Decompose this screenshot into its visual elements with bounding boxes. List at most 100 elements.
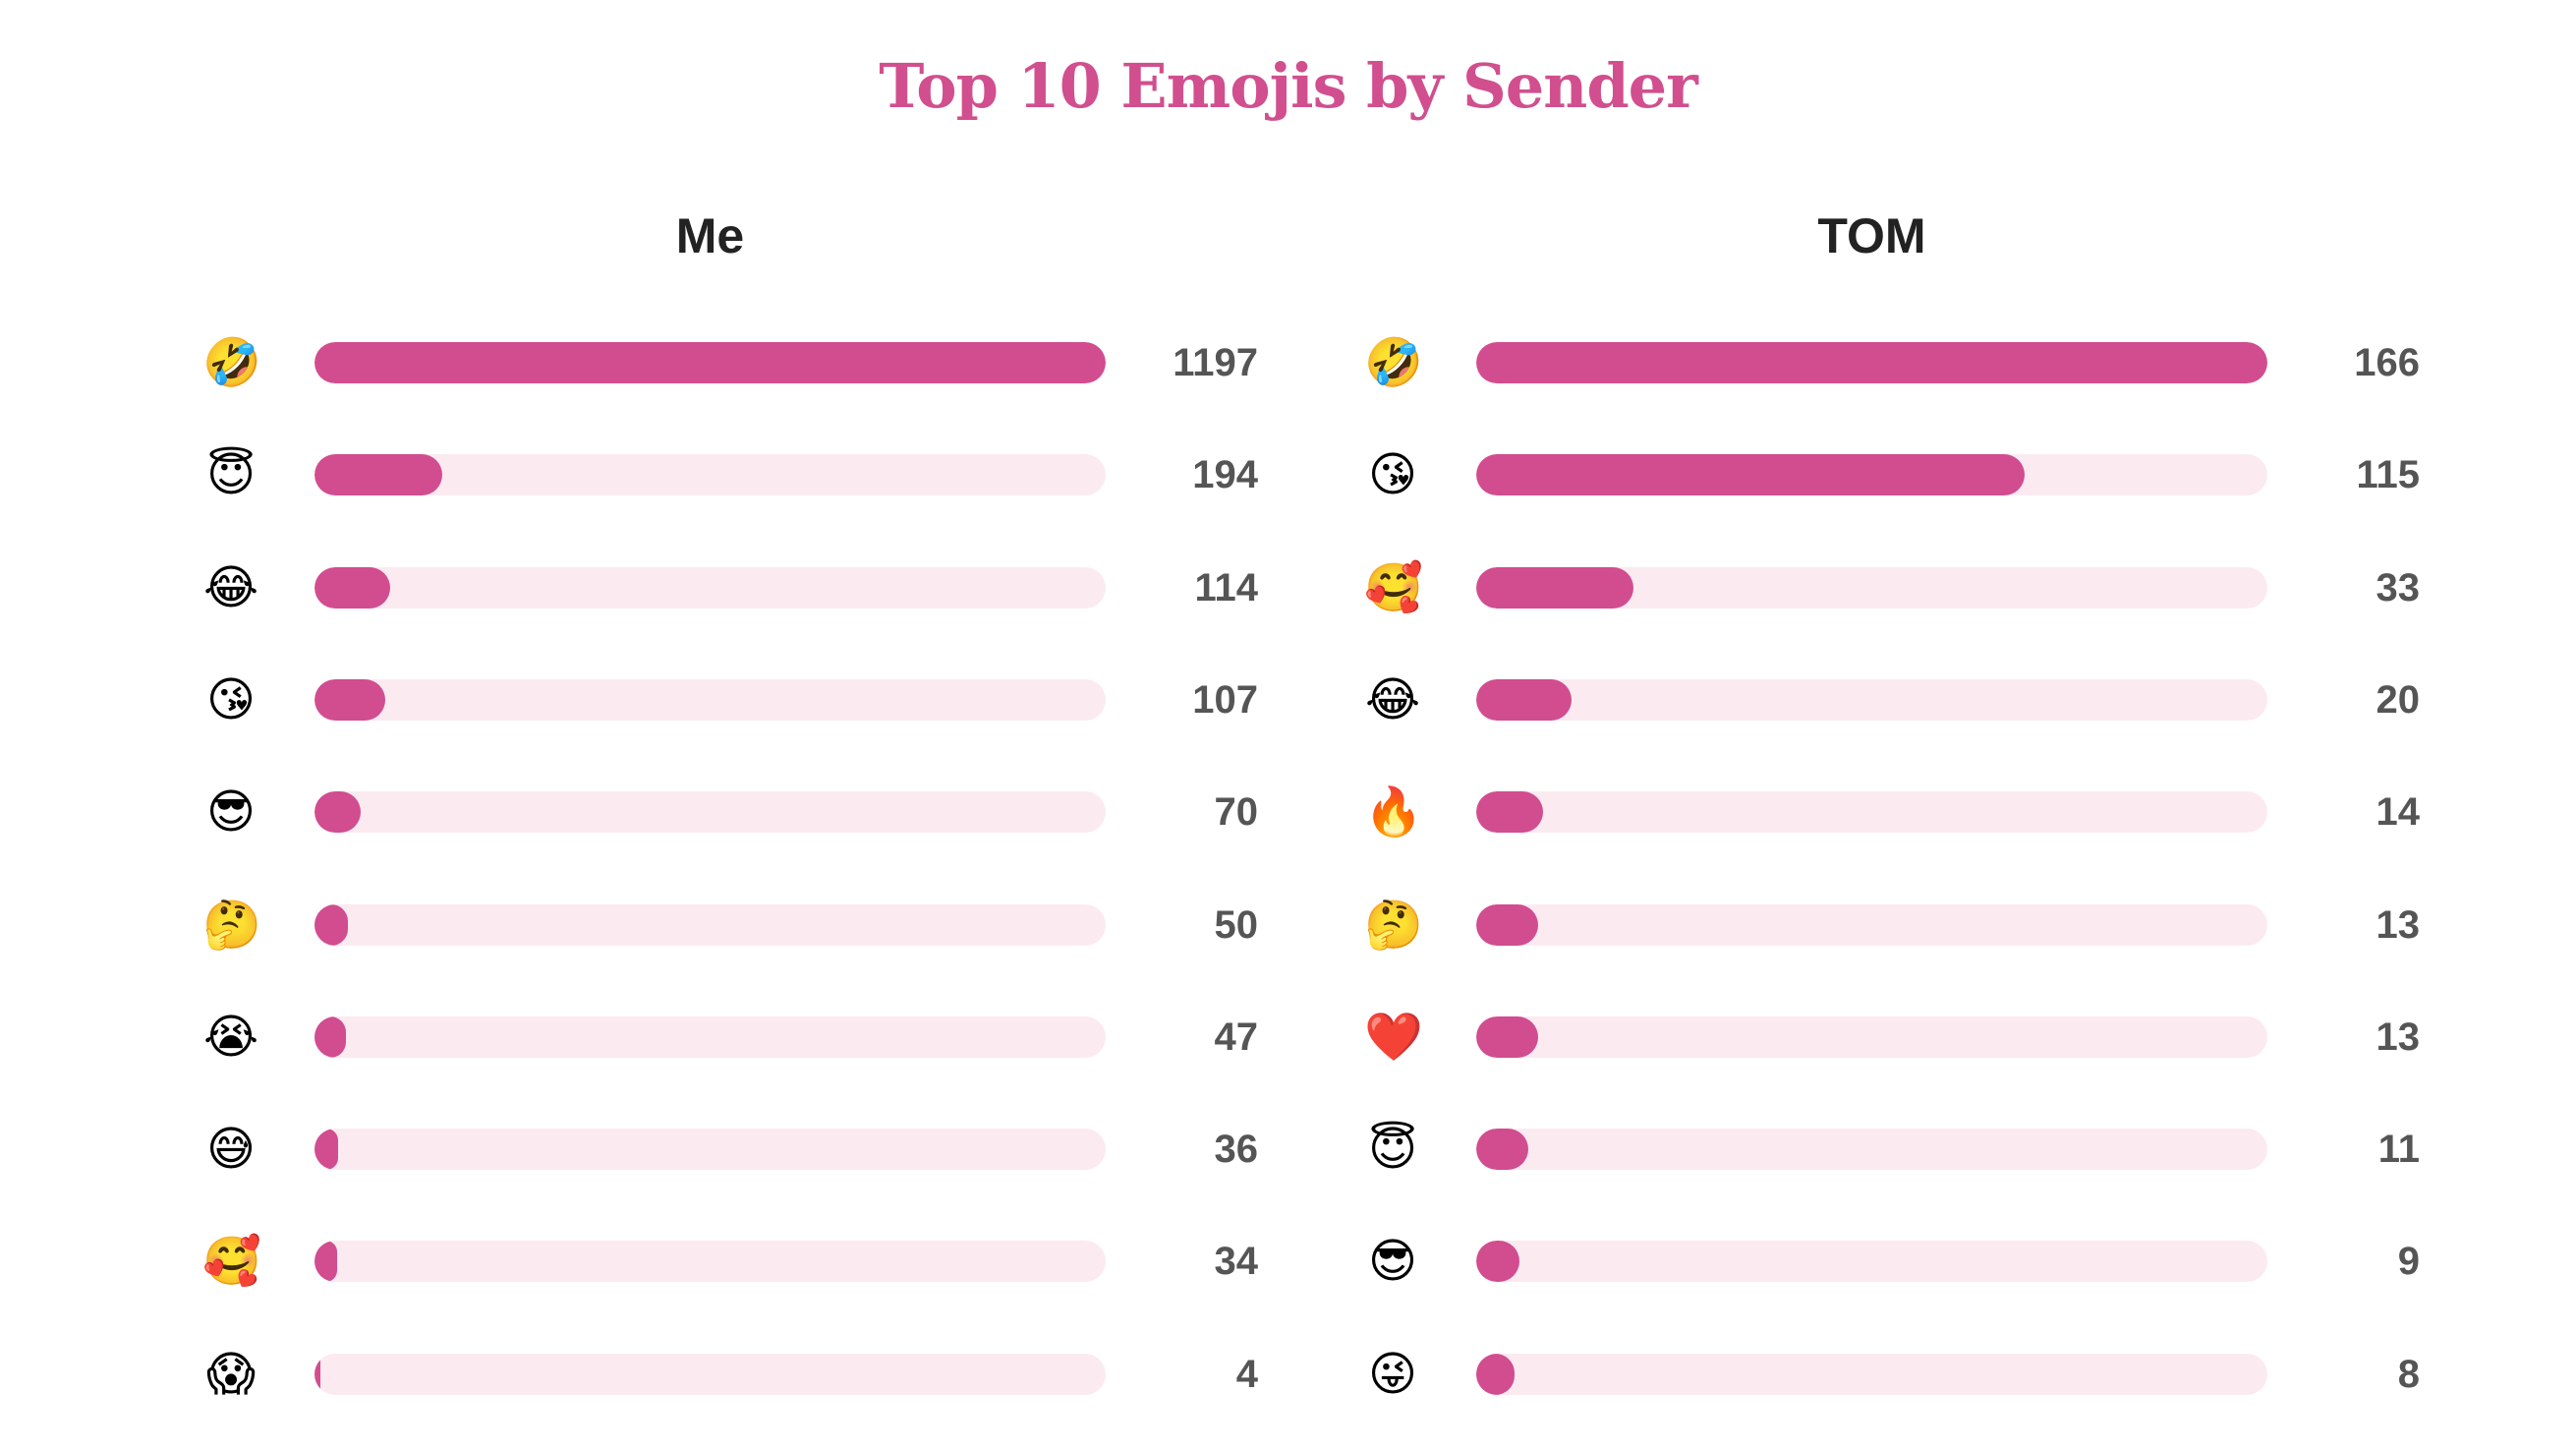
emoji-label: 😂 [1364,671,1421,727]
bar-fill [1476,342,2267,383]
value-label: 36 [1214,1128,1259,1172]
value-label: 114 [1194,565,1258,609]
value-label: 13 [2376,902,2421,947]
emoji-label: 🤣 [202,335,261,390]
emoji-label: 🤣 [1364,335,1423,390]
bar-row: 😜 8 [1348,1340,2576,1409]
value-label: 9 [2397,1240,2420,1284]
bar-row: 😎 9 [1348,1227,2576,1296]
bar-fill [315,903,348,946]
emoji-label: 🥰 [202,1234,261,1290]
bar-track [315,1353,1106,1395]
value-label: 50 [1214,902,1259,947]
value-label: 4 [1235,1352,1258,1396]
emoji-label: 😅 [205,1122,257,1178]
bar-row: 😭 47 [187,1003,1445,1072]
bar-row: 🤔 50 [187,891,1445,959]
emoji-label: 🥰 [1364,559,1423,615]
bar-fill [1476,454,2025,496]
bar-row: 😘 115 [1348,440,2576,509]
bar-track [1476,566,2267,609]
value-label: 1197 [1173,341,1258,384]
bar-fill [315,1241,337,1283]
bar-track [1476,1353,2267,1395]
value-label: 194 [1192,453,1258,497]
bar-row: 🤣 166 [1348,328,2576,397]
bar-track [315,566,1106,609]
value-label: 14 [2376,790,2421,835]
emoji-label: 😇 [205,447,257,503]
bar-fill [1476,1129,1529,1171]
bar-fill [1476,1353,1515,1395]
bar-row: 😇 194 [187,440,1445,509]
bar-fill [1476,1015,1539,1058]
panel-me: Me 🤣 1197 😇 194 😂 114 😘 107 😎 70 🤔 50 😭 47 😅 36 🥰 34 😱 4 [187,0,1445,1450]
bar-fill [315,1129,339,1171]
bar-fill [1476,903,1539,946]
bar-fill [315,791,362,834]
value-label: 107 [1192,677,1258,722]
bar-track [315,454,1106,496]
emoji-label: 😇 [1367,1122,1418,1178]
bar-track [315,791,1106,834]
bar-track [1476,1015,2267,1058]
panel-title: TOM [1817,208,1926,263]
value-label: 11 [2377,1128,2420,1172]
emoji-label: 😘 [1367,447,1418,503]
bar-track [1476,342,2267,383]
bar-row: 😂 114 [187,553,1445,622]
bar-track [1476,791,2267,834]
bar-fill [315,342,1106,383]
bar-row: 😎 70 [187,778,1445,846]
emoji-label: 😜 [1367,1346,1418,1402]
bar-fill [315,678,385,721]
panel-title: Me [675,208,745,263]
bar-track [315,1015,1106,1058]
bar-track [1476,1241,2267,1283]
bar-row: 😅 36 [187,1115,1445,1184]
value-label: 166 [2354,341,2420,384]
bar-fill [1476,678,1572,721]
emoji-label: 🤔 [1364,897,1423,953]
emoji-label: 😭 [202,1009,259,1065]
emoji-label: ❤️ [1364,1009,1423,1065]
bar-track [315,342,1106,383]
bar-track [315,1241,1106,1283]
bar-track [1476,1129,2267,1171]
value-label: 70 [1214,790,1259,835]
bar-fill [315,454,443,496]
emoji-label: 🔥 [1364,784,1423,841]
chart-title: Top 10 Emojis by Sender [879,50,1698,122]
value-label: 115 [2356,453,2420,497]
bar-row: 🥰 34 [187,1227,1445,1296]
bar-fill [315,1015,346,1058]
bar-row: 🤔 13 [1348,891,2576,959]
value-label: 47 [1214,1015,1259,1059]
emoji-label: 😱 [205,1346,257,1402]
bar-track [1476,454,2267,496]
panel-tom: TOM 🤣 166 😘 115 🥰 33 😂 20 🔥 14 🤔 13 ❤️ 13 😇 11 😎 9 😜 8 [1348,0,2576,1450]
value-label: 34 [1214,1240,1259,1284]
value-label: 20 [2376,677,2421,722]
value-label: 13 [2376,1015,2421,1059]
emoji-label: 😂 [202,559,259,615]
bar-track [315,678,1106,721]
bar-row: 😱 4 [187,1340,1445,1409]
bar-track [1476,678,2267,721]
bar-fill [1476,566,1634,609]
emoji-label: 😎 [205,784,257,841]
bar-track [1476,903,2267,946]
emoji-label: 🤔 [202,897,261,953]
bar-fill [1476,1241,1519,1283]
value-label: 33 [2376,565,2421,609]
bar-fill [315,1353,320,1395]
emoji-label: 😎 [1367,1234,1418,1290]
bar-track [315,1129,1106,1171]
bar-row: 😂 20 [1348,666,2576,734]
bar-row: 🥰 33 [1348,553,2576,622]
bar-track [315,903,1106,946]
bar-row: 😘 107 [187,666,1445,734]
bar-row: 🔥 14 [1348,778,2576,846]
bar-row: 🤣 1197 [187,328,1445,397]
bar-fill [1476,791,1543,834]
